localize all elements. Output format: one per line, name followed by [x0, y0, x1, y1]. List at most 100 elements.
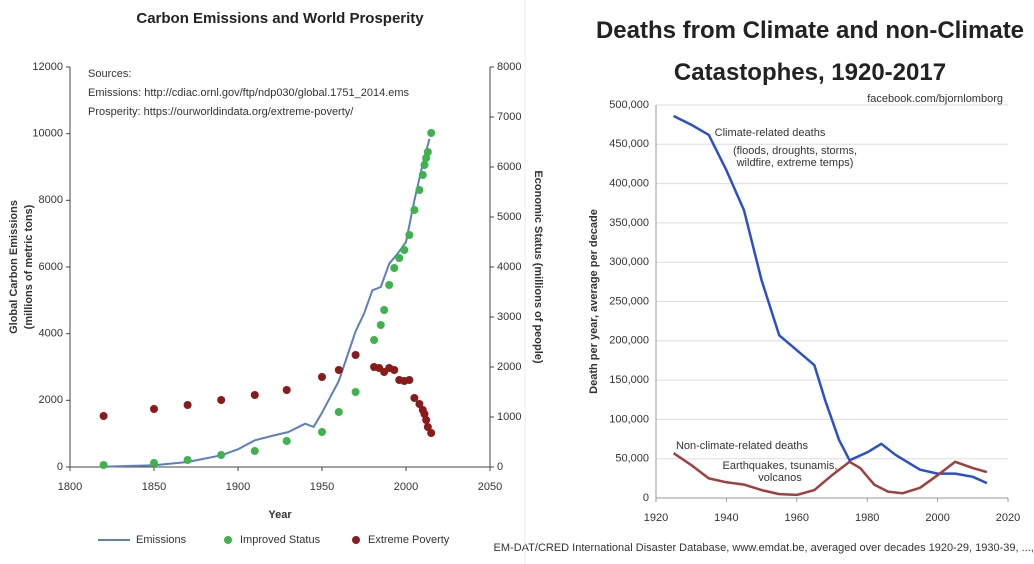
chart-title: Carbon Emissions and World Prosperity: [136, 10, 424, 27]
scatter-point: [150, 405, 158, 413]
y2-tick-label: 7000: [497, 111, 521, 123]
annotation: Earthquakes, tsunamis,: [723, 460, 838, 472]
scatter-point: [334, 408, 343, 416]
y2-tick-label: 2000: [497, 361, 521, 373]
y-axis-label: Death per year, average per decade: [588, 209, 600, 394]
y2-tick-label: 0: [497, 461, 503, 473]
series-label: Non-climate-related deaths: [676, 440, 809, 452]
annotation: volcanos: [758, 472, 802, 484]
x-tick-label: 1900: [226, 481, 250, 493]
scatter-point: [427, 429, 436, 437]
legend-marker: [352, 536, 360, 544]
x-tick-label: 1800: [58, 481, 82, 493]
x-tick-label: 1980: [855, 512, 879, 524]
scatter-point: [217, 451, 226, 459]
scatter-point: [380, 306, 389, 314]
scatter-point: [334, 366, 343, 374]
scatter-point: [405, 376, 414, 384]
scatter-point: [183, 456, 192, 464]
scatter-point: [410, 394, 419, 402]
legend-label: Extreme Poverty: [368, 534, 450, 546]
scatter-point: [282, 386, 291, 394]
scatter-point: [370, 336, 379, 344]
y-tick-label: 12000: [32, 61, 63, 73]
scatter-point: [318, 428, 326, 436]
y2-tick-label: 8000: [497, 61, 521, 73]
scatter-point: [415, 400, 424, 408]
y2-axis-label: Economic Status (millions of people): [532, 170, 544, 363]
scatter-point: [422, 154, 431, 162]
scatter-point: [385, 281, 394, 289]
x-tick-label: 1950: [310, 481, 334, 493]
y2-tick-label: 4000: [497, 261, 521, 273]
scatter-point: [99, 412, 108, 420]
y-tick-label: 100,000: [609, 413, 649, 425]
x-tick-label: 1850: [142, 481, 166, 493]
annotation: (floods, droughts, storms,: [733, 145, 857, 157]
y2-tick-label: 6000: [497, 161, 521, 173]
scatter-point: [376, 321, 385, 329]
legend-marker: [224, 536, 232, 544]
scatter-point: [217, 396, 226, 404]
y-tick-label: 250,000: [609, 295, 649, 307]
x-tick-label: 2000: [925, 512, 949, 524]
scatter-point: [351, 388, 360, 396]
scatter-point: [423, 423, 432, 431]
scatter-point: [351, 351, 360, 359]
y-axis-label: Global Carbon Emissions: [8, 200, 20, 334]
scatter-point: [415, 186, 424, 194]
y-tick-label: 450,000: [609, 138, 649, 150]
annotation: Sources:: [88, 68, 131, 80]
scatter-point: [183, 401, 192, 409]
y-tick-label: 4000: [39, 328, 63, 340]
y-tick-label: 10000: [32, 128, 63, 140]
y-tick-label: 2000: [39, 394, 63, 406]
x-tick-label: 1920: [644, 512, 668, 524]
y-tick-label: 6000: [39, 261, 63, 273]
scatter-point: [400, 246, 409, 254]
scatter-point: [250, 391, 259, 399]
y-tick-label: 8000: [39, 194, 63, 206]
y-tick-label: 50,000: [615, 453, 649, 465]
x-axis-label: Year: [268, 509, 292, 521]
source: facebook.com/bjornlomborg: [867, 93, 1003, 105]
scatter-point: [427, 129, 436, 137]
y-tick-label: 350,000: [609, 217, 649, 229]
line-series: [673, 114, 988, 485]
scatter-point: [282, 437, 291, 445]
x-tick-label: 1940: [714, 512, 738, 524]
chart-title: Deaths from Climate and non-Climate Cata…: [595, 17, 1025, 86]
scatter-point: [150, 459, 158, 467]
scatter-point: [318, 373, 326, 381]
y2-tick-label: 5000: [497, 211, 521, 223]
x-tick-label: 1960: [785, 512, 809, 524]
scatter-point: [395, 254, 404, 262]
y2-tick-label: 1000: [497, 411, 521, 423]
scatter-point: [423, 148, 432, 156]
scatter-point: [99, 461, 108, 469]
y-tick-label: 150,000: [609, 374, 649, 386]
line-series: [103, 138, 431, 468]
y-tick-label: 400,000: [609, 178, 649, 190]
scatter-point: [420, 410, 429, 418]
annotation: Prosperity: https://ourworldindata.org/e…: [88, 106, 354, 118]
scatter-point: [410, 206, 419, 214]
x-tick-label: 2050: [478, 481, 502, 493]
annotation: wildfire, extreme temps): [736, 157, 854, 169]
scatter-point: [405, 231, 414, 239]
y-tick-label: 300,000: [609, 256, 649, 268]
x-tick-label: 2020: [996, 512, 1020, 524]
scatter-point: [390, 264, 399, 272]
y-tick-label: 200,000: [609, 335, 649, 347]
x-tick-label: 2000: [394, 481, 418, 493]
scatter-point: [250, 447, 259, 455]
y2-tick-label: 3000: [497, 311, 521, 323]
scatter-point: [390, 366, 399, 374]
annotation: Emissions: http://cdiac.ornl.gov/ftp/ndp…: [88, 87, 410, 99]
scatter-point: [420, 161, 429, 169]
y-tick-label: 0: [57, 461, 63, 473]
legend-label: Emissions: [136, 534, 187, 546]
scatter-point: [418, 171, 427, 179]
